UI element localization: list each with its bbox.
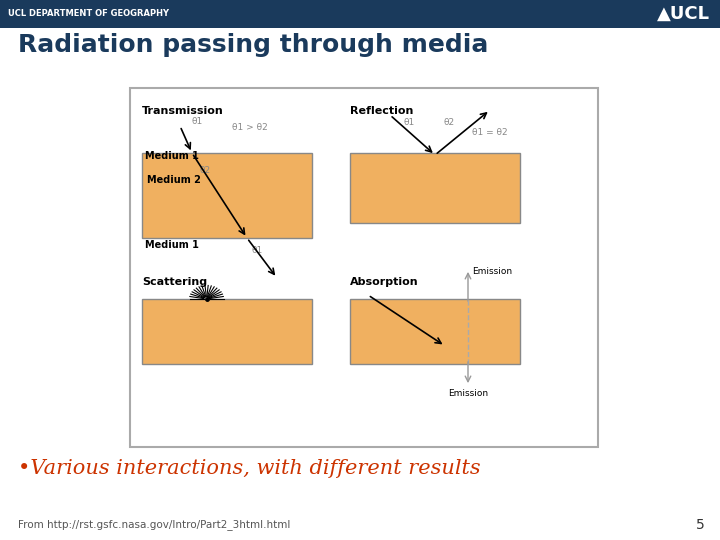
Text: Medium 2: Medium 2 (147, 175, 201, 185)
Text: Medium 1: Medium 1 (145, 151, 199, 161)
Text: θ1: θ1 (252, 246, 264, 255)
Text: •Various interactions, with different results: •Various interactions, with different re… (18, 458, 481, 477)
Text: Medium 1: Medium 1 (145, 240, 199, 250)
Bar (350, 299, 520, 364)
Text: Emission: Emission (448, 389, 488, 398)
Text: θ1: θ1 (403, 118, 414, 127)
Text: Emission: Emission (472, 267, 512, 276)
Text: Absorption: Absorption (350, 277, 418, 287)
Text: θ2: θ2 (443, 118, 454, 127)
Text: From http://rst.gsfc.nasa.gov/Intro/Part2_3html.html: From http://rst.gsfc.nasa.gov/Intro/Part… (18, 519, 290, 530)
Bar (130, 88, 598, 447)
Text: θ1: θ1 (192, 117, 203, 126)
Text: Radiation passing through media: Radiation passing through media (18, 33, 488, 57)
Text: θ1 > θ2: θ1 > θ2 (232, 123, 268, 132)
Bar (350, 153, 520, 223)
Text: 5: 5 (696, 518, 705, 532)
Bar (142, 299, 312, 364)
Text: θ2: θ2 (200, 166, 211, 175)
Text: Reflection: Reflection (350, 106, 413, 116)
Text: ▲UCL: ▲UCL (657, 5, 710, 23)
Text: Transmission: Transmission (142, 106, 224, 116)
Text: Scattering: Scattering (142, 277, 207, 287)
Bar (0, 0, 720, 28)
Text: UCL DEPARTMENT OF GEOGRAPHY: UCL DEPARTMENT OF GEOGRAPHY (8, 10, 169, 18)
Text: θ1 = θ2: θ1 = θ2 (472, 128, 508, 137)
Bar (142, 153, 312, 238)
